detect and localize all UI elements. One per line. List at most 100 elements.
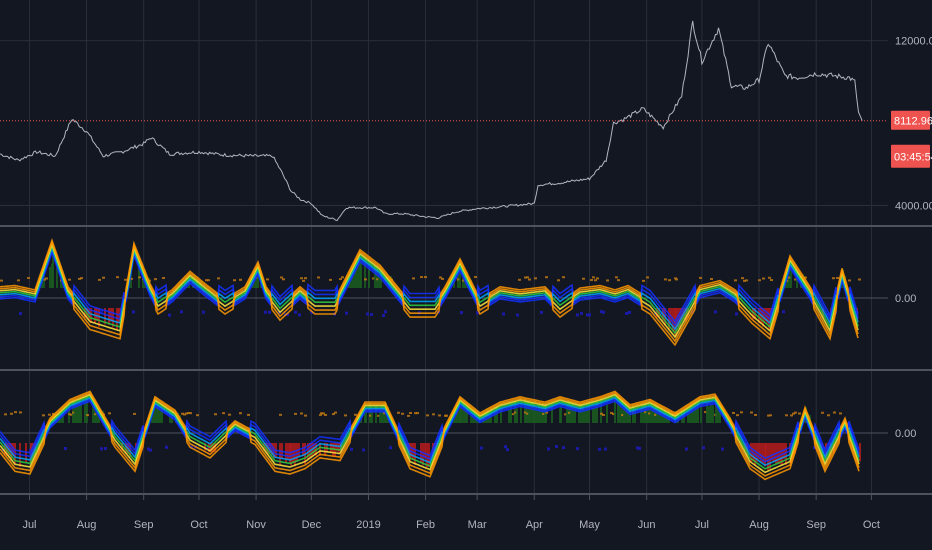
oscillator-2-orange-mark: [185, 412, 188, 415]
oscillator-1-blue-mark: [268, 310, 271, 314]
oscillator-2-bull-bar: [516, 408, 518, 423]
oscillator-2-orange-mark: [377, 414, 380, 417]
oscillator-1-orange-mark: [17, 279, 20, 282]
oscillator-2-bull-bar: [594, 407, 596, 423]
oscillator-1-orange-mark: [743, 279, 746, 282]
x-tick-label: Jun: [638, 519, 656, 531]
x-tick-label: Oct: [863, 519, 880, 531]
oscillator-2-orange-mark: [228, 413, 231, 416]
oscillator-2-blue-mark: [685, 447, 688, 451]
oscillator-2-orange-mark: [222, 412, 225, 415]
oscillator-2-blue-mark: [638, 446, 641, 450]
oscillator-2-bull-bar: [520, 401, 522, 423]
oscillator-2-orange-mark: [792, 412, 795, 415]
oscillator-2-bear-bar: [750, 443, 752, 463]
oscillator-1-bull-bar: [351, 275, 353, 288]
oscillator-2-bull-bar: [369, 402, 371, 423]
oscillator-2-bear-bar: [765, 443, 767, 462]
oscillator-1-blue-mark: [264, 310, 267, 314]
oscillator-1-orange-mark: [462, 279, 465, 282]
oscillator-2-bull-bar: [496, 406, 498, 423]
oscillator-1-blue-mark: [286, 312, 289, 316]
oscillator-2-orange-mark: [354, 413, 357, 416]
oscillator-2-orange-mark: [383, 412, 386, 415]
oscillator-2-bull-bar: [530, 402, 532, 423]
oscillator-1-bear-bar: [656, 308, 658, 318]
oscillator-1-bull-bar: [380, 272, 382, 288]
oscillator-2-bull-bar: [586, 404, 588, 423]
oscillator-2-bull-bar: [582, 405, 584, 423]
oscillator-2-bull-bar: [708, 406, 710, 423]
oscillator-2-bull-bar: [532, 402, 534, 423]
oscillator-2-bear-bar: [412, 443, 414, 460]
oscillator-2-blue-mark: [389, 446, 392, 450]
oscillator-2-orange-mark: [524, 411, 527, 414]
oscillator-2-bull-bar: [625, 403, 627, 423]
oscillator-1-bear-bar: [110, 308, 112, 322]
oscillator-2-bull-bar: [96, 407, 98, 423]
oscillator-2-bull-bar: [534, 408, 536, 423]
oscillator-1-blue-mark: [600, 310, 603, 314]
oscillator-2-bear-bar: [771, 443, 773, 461]
oscillator-2-orange-mark: [324, 413, 327, 416]
oscillator-1-blue-mark: [298, 313, 301, 317]
countdown-label: 03:45:54: [894, 152, 932, 164]
last-price-label: 8112.96: [894, 116, 932, 128]
oscillator-1-orange-mark: [758, 279, 761, 282]
oscillator-2-orange-mark: [300, 412, 303, 415]
oscillator-1-orange-mark: [675, 278, 678, 281]
oscillator-2-bull-bar: [508, 409, 510, 423]
x-tick-label: Mar: [468, 519, 487, 531]
oscillator-1-orange-mark: [734, 279, 737, 282]
oscillator-2-orange-mark: [332, 413, 335, 416]
oscillator-2-orange-mark: [542, 412, 545, 415]
oscillator-2-orange-mark: [239, 412, 242, 415]
oscillator-2-orange-mark: [644, 411, 647, 414]
oscillator-2-bear-bar: [762, 443, 764, 464]
oscillator-2-bull-bar: [596, 401, 598, 423]
oscillator-2-bull-bar: [712, 405, 714, 423]
oscillator-2-bull-bar: [642, 405, 644, 423]
oscillator-1-orange-mark: [412, 277, 415, 280]
oscillator-1-orange-mark: [439, 276, 442, 279]
oscillator-2-orange-mark: [187, 411, 190, 414]
oscillator-1-bull-bar: [138, 258, 140, 288]
oscillator-1-orange-mark: [233, 279, 236, 282]
oscillator-1-bull-bar: [353, 271, 355, 288]
oscillator-1-orange-mark: [424, 276, 427, 279]
oscillator-2-blue-mark: [576, 447, 579, 451]
oscillator-2-orange-mark: [401, 412, 404, 415]
oscillator-2-orange-mark: [14, 411, 17, 414]
oscillator-2-bear-bar: [12, 443, 14, 457]
oscillator-2-orange-mark: [821, 411, 824, 414]
oscillator-1-blue-mark: [580, 311, 583, 315]
oscillator-2-bull-bar: [629, 408, 631, 423]
oscillator-1-blue-mark: [310, 310, 313, 314]
oscillator-2-orange-mark: [769, 414, 772, 417]
oscillator-1-orange-mark: [300, 277, 303, 280]
oscillator-1-orange-mark: [590, 279, 593, 282]
oscillator-2-blue-mark: [555, 445, 558, 449]
oscillator-2-blue-mark: [149, 448, 152, 452]
oscillator-1-bull-bar: [43, 268, 45, 288]
oscillator-1-orange-mark: [420, 276, 423, 279]
oscillator-1-orange-mark: [78, 277, 81, 280]
oscillator-1-orange-mark: [668, 279, 671, 282]
oscillator-1-blue-mark: [782, 310, 785, 314]
oscillator-2-orange-mark: [196, 414, 199, 417]
oscillator-2-blue-mark: [165, 445, 168, 449]
oscillator-2-bull-bar: [697, 402, 699, 423]
oscillator-2-bear-bar: [338, 443, 340, 455]
oscillator-1-orange-mark: [98, 278, 101, 281]
oscillator-1-blue-mark: [714, 310, 717, 314]
oscillator-2-orange-mark: [785, 414, 788, 417]
oscillator-1-orange-mark: [45, 277, 48, 280]
oscillator-2-orange-mark: [42, 414, 45, 417]
oscillator-1-bull-bar: [355, 265, 357, 288]
oscillator-2-bull-bar: [693, 407, 695, 423]
oscillator-2-blue-mark: [506, 448, 509, 452]
oscillator-2-bull-bar: [536, 409, 538, 423]
oscillator-2-bull-bar: [566, 405, 568, 423]
oscillator-1-orange-mark: [341, 276, 344, 279]
